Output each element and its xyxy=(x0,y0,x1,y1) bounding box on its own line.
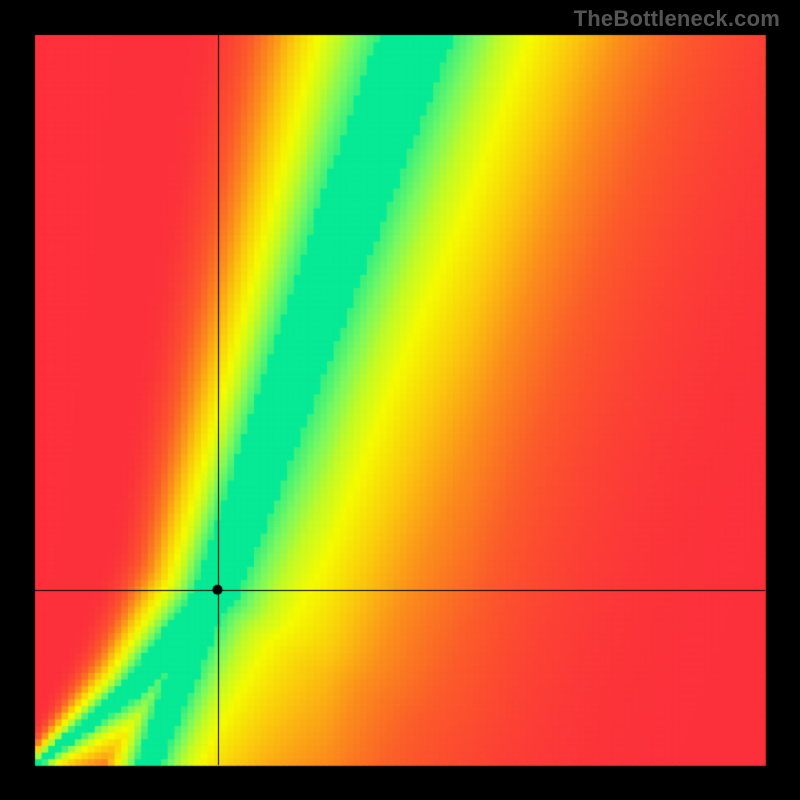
watermark-text: TheBottleneck.com xyxy=(574,6,780,32)
bottleneck-heatmap xyxy=(0,0,800,800)
chart-container: TheBottleneck.com xyxy=(0,0,800,800)
